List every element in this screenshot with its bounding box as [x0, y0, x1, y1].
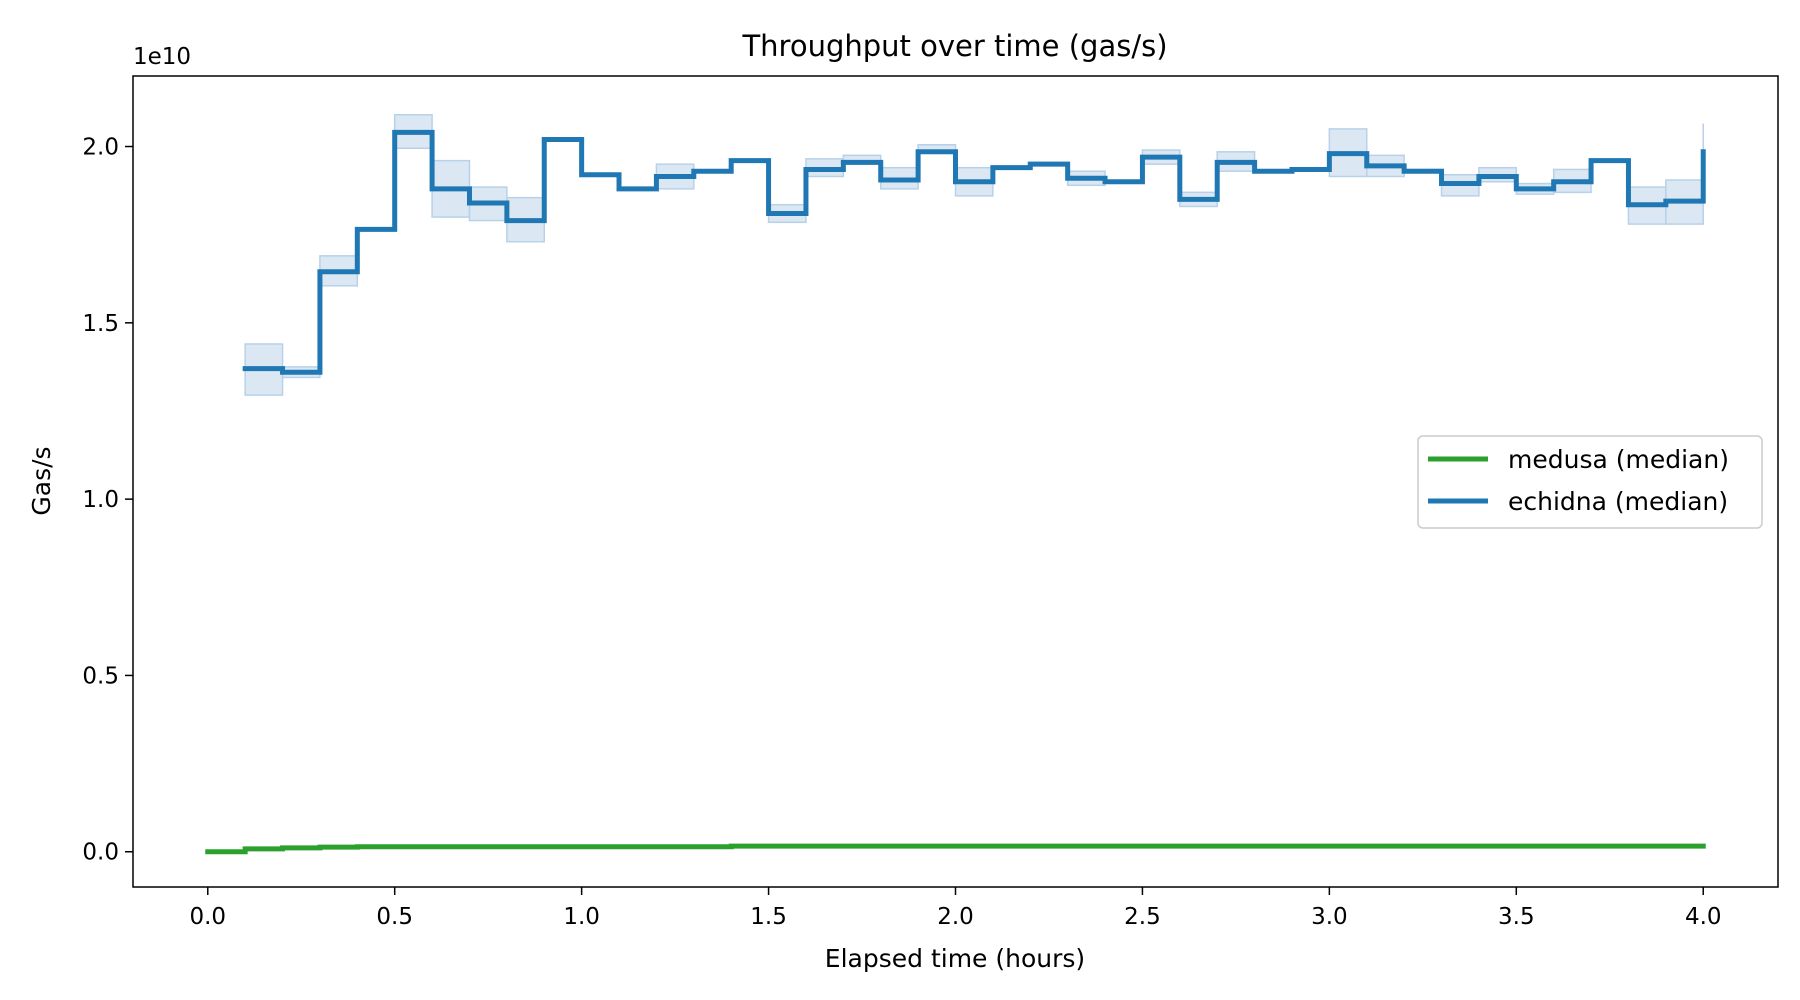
- medusa-median-line: [205, 843, 1706, 855]
- x-tick-label: 0.0: [189, 904, 226, 930]
- legend-label-echidna: echidna (median): [1508, 487, 1728, 516]
- y-axis-ticks: 0.0 0.5 1.0 1.5 2.0: [82, 135, 133, 866]
- x-tick-label: 3.5: [1498, 904, 1535, 930]
- x-tick-label: 2.5: [1124, 904, 1161, 930]
- x-tick-label: 0.5: [376, 904, 413, 930]
- y-tick-label: 1.0: [82, 487, 119, 513]
- series-lines: [205, 129, 1706, 855]
- x-tick-label: 1.5: [750, 904, 787, 930]
- y-tick-label: 0.5: [82, 663, 119, 689]
- legend-box: [1417, 435, 1763, 529]
- y-axis-label: Gas/s: [27, 446, 56, 515]
- chart-title: Throughput over time (gas/s): [741, 29, 1167, 63]
- legend: medusa (median) echidna (median): [1417, 435, 1763, 529]
- y-offset-label: 1e10: [133, 44, 191, 70]
- x-tick-label: 2.0: [937, 904, 974, 930]
- x-axis-ticks: 0.0 0.5 1.0 1.5 2.0 2.5 3.0 3.5 4.0: [189, 887, 1722, 930]
- legend-label-medusa: medusa (median): [1508, 445, 1729, 474]
- y-tick-label: 2.0: [82, 135, 119, 161]
- echidna-median-line: [242, 129, 1706, 375]
- x-tick-label: 1.0: [563, 904, 600, 930]
- x-tick-label: 4.0: [1685, 904, 1722, 930]
- y-tick-label: 1.5: [82, 311, 119, 337]
- y-tick-label: 0.0: [82, 840, 119, 866]
- x-tick-label: 3.0: [1311, 904, 1348, 930]
- x-axis-label: Elapsed time (hours): [825, 944, 1085, 973]
